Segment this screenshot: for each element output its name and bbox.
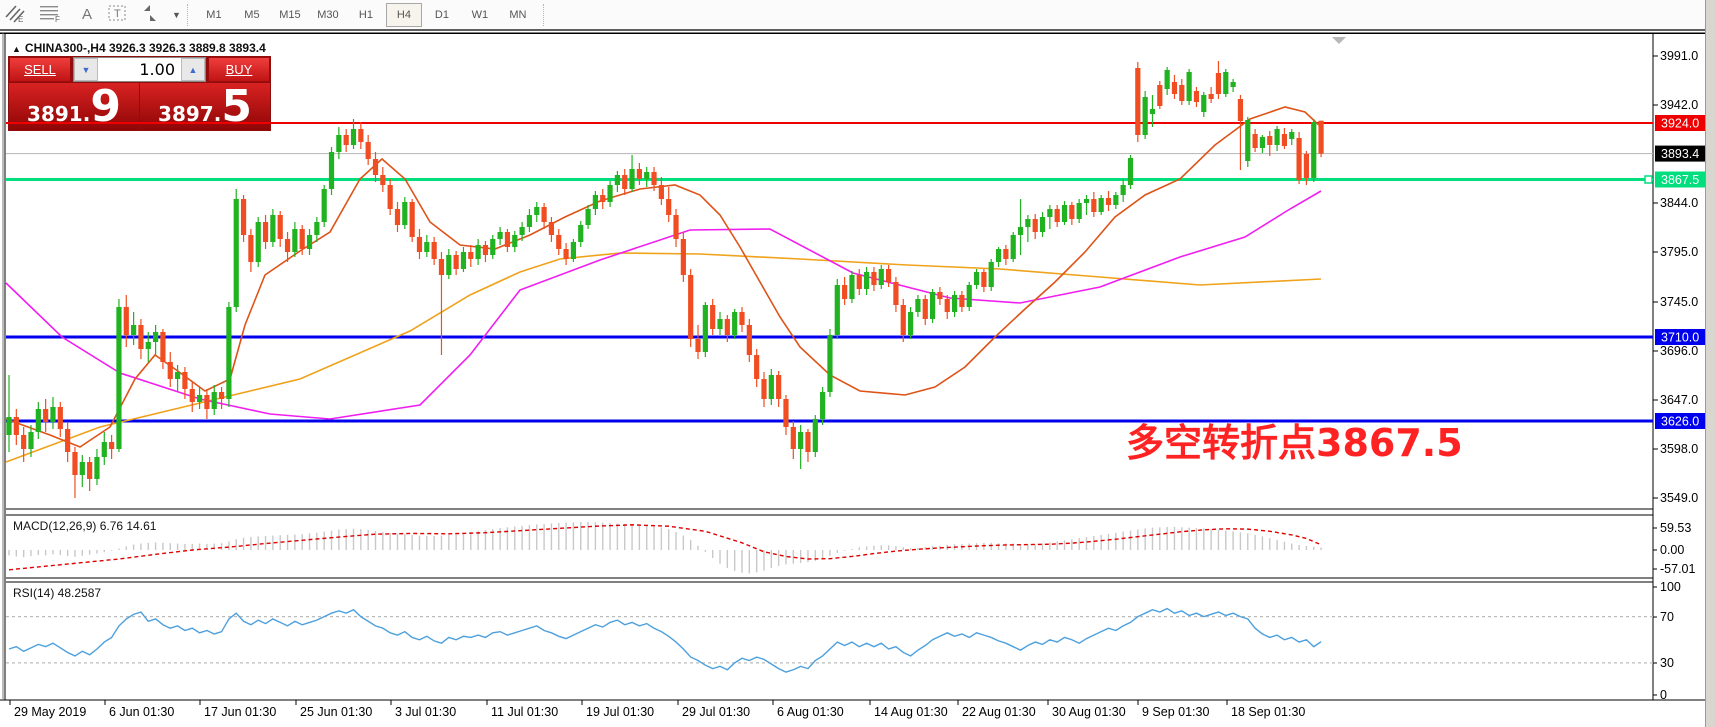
- text-label-icon[interactable]: T: [106, 3, 136, 27]
- svg-text:3696.0: 3696.0: [1660, 344, 1698, 358]
- svg-text:29 Jul 01:30: 29 Jul 01:30: [682, 705, 750, 719]
- chart-window: ▲ CHINA300-,H4 3926.3 3926.3 3889.8 3893.…: [0, 33, 1715, 727]
- fibonacci-icon[interactable]: F: [38, 3, 68, 27]
- svg-text:3893.4: 3893.4: [1661, 147, 1699, 161]
- timeframe-group: M1 M5 M15 M30 H1 H4 D1 W1 MN: [195, 2, 537, 27]
- sell-price-big: 9: [90, 81, 121, 132]
- buy-price-big: 5: [221, 81, 252, 132]
- svg-text:3626.0: 3626.0: [1661, 415, 1699, 429]
- timeframe-button-m5[interactable]: M5: [244, 8, 260, 21]
- svg-text:3745.0: 3745.0: [1660, 295, 1698, 309]
- svg-text:3795.0: 3795.0: [1660, 245, 1698, 259]
- svg-text:3549.0: 3549.0: [1660, 491, 1698, 505]
- svg-text:30: 30: [1660, 656, 1674, 670]
- volume-stepper: ▼ 1.00 ▲: [73, 57, 206, 82]
- sell-button[interactable]: SELL: [9, 57, 71, 82]
- rsi-label: RSI(14) 48.2587: [13, 586, 102, 600]
- svg-text:11 Jul 01:30: 11 Jul 01:30: [491, 705, 558, 719]
- volume-value[interactable]: 1.00: [139, 60, 175, 79]
- macd-label: MACD(12,26,9) 6.76 14.61: [13, 519, 157, 533]
- svg-text:17 Jun 01:30: 17 Jun 01:30: [204, 705, 276, 719]
- chart-annotation-text: 多空转折点3867.5: [1126, 421, 1463, 465]
- svg-text:19 Jul 01:30: 19 Jul 01:30: [586, 705, 654, 719]
- svg-text:F: F: [55, 15, 60, 23]
- svg-text:70: 70: [1660, 610, 1674, 624]
- timeframe-button-d1[interactable]: D1: [434, 8, 449, 21]
- svg-text:T: T: [114, 8, 121, 20]
- timeframe-button-m30[interactable]: M30: [317, 8, 339, 21]
- chart-symbol-ohlc: CHINA300-,H4 3926.3 3926.3 3889.8 3893.4: [24, 41, 266, 55]
- timeframe-button-h4[interactable]: H4: [385, 2, 422, 27]
- svg-text:18 Sep 01:30: 18 Sep 01:30: [1231, 705, 1305, 719]
- timeframe-button-h1[interactable]: H1: [358, 8, 373, 21]
- chart-title: ▲ CHINA300-,H4 3926.3 3926.3 3889.8 3893.…: [12, 41, 266, 55]
- arrows-icon[interactable]: [140, 3, 170, 27]
- volume-decrease-button[interactable]: ▼: [74, 58, 98, 81]
- svg-text:30 Aug 01:30: 30 Aug 01:30: [1052, 705, 1126, 719]
- svg-text:3942.0: 3942.0: [1660, 98, 1698, 112]
- svg-text:3598.0: 3598.0: [1660, 442, 1698, 456]
- toolbar-separator: [542, 3, 545, 26]
- svg-text:0.00: 0.00: [1660, 543, 1684, 557]
- toolbar: E F A T ▼ M1 M5 M15 M30 H1 H4 D1 W1 MN: [0, 0, 1715, 31]
- equidistant-channel-icon[interactable]: E: [4, 3, 34, 27]
- svg-text:3 Jul 01:30: 3 Jul 01:30: [395, 705, 456, 719]
- svg-text:3924.0: 3924.0: [1661, 117, 1699, 131]
- svg-text:6 Jun 01:30: 6 Jun 01:30: [109, 705, 174, 719]
- toolbar-separator: [186, 3, 189, 26]
- timeframe-button-w1[interactable]: W1: [471, 8, 489, 21]
- timeframe-button-m1[interactable]: M1: [206, 8, 222, 21]
- svg-text:29 May 2019: 29 May 2019: [14, 705, 86, 719]
- svg-text:3867.5: 3867.5: [1661, 173, 1699, 187]
- text-icon[interactable]: A: [81, 6, 92, 23]
- svg-text:0: 0: [1660, 688, 1667, 702]
- collapse-panel-icon[interactable]: ▲: [12, 44, 21, 54]
- arrows-dropdown-caret-icon[interactable]: ▼: [172, 9, 181, 20]
- timeframe-button-m15[interactable]: M15: [279, 8, 301, 21]
- svg-text:100: 100: [1660, 580, 1681, 594]
- buy-button[interactable]: BUY: [208, 57, 270, 82]
- timeframe-button-mn[interactable]: MN: [509, 8, 527, 21]
- svg-text:14 Aug 01:30: 14 Aug 01:30: [874, 705, 948, 719]
- volume-increase-button[interactable]: ▲: [181, 58, 205, 81]
- svg-text:3991.0: 3991.0: [1660, 49, 1698, 63]
- svg-text:9 Sep 01:30: 9 Sep 01:30: [1142, 705, 1209, 719]
- svg-text:59.53: 59.53: [1660, 521, 1691, 535]
- svg-text:E: E: [18, 15, 23, 23]
- svg-text:22 Aug 01:30: 22 Aug 01:30: [962, 705, 1036, 719]
- svg-text:3710.0: 3710.0: [1661, 331, 1699, 345]
- svg-text:25 Jun 01:30: 25 Jun 01:30: [300, 705, 372, 719]
- svg-text:3647.0: 3647.0: [1660, 393, 1698, 407]
- svg-text:3844.0: 3844.0: [1660, 196, 1698, 210]
- svg-text:6 Aug 01:30: 6 Aug 01:30: [777, 705, 844, 719]
- svg-text:-57.01: -57.01: [1660, 562, 1695, 576]
- window-scrollbar-strip[interactable]: [1705, 0, 1715, 727]
